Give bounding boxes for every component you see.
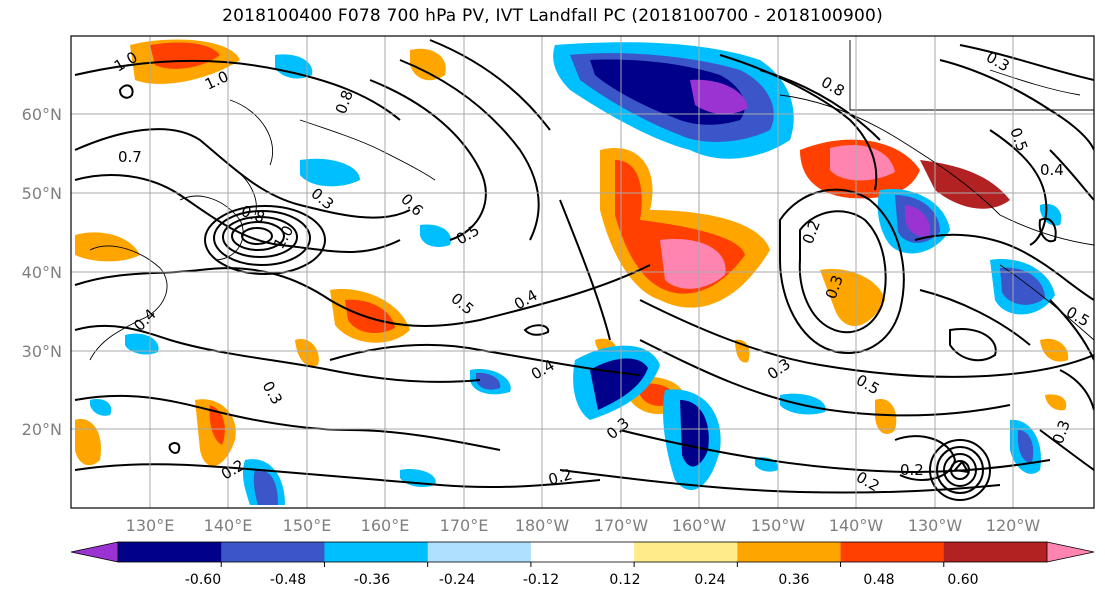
pv-contours — [74, 39, 1094, 501]
colorbar-tick-label: 0.12 — [609, 572, 640, 588]
colorbar-tick-label: 0.36 — [778, 572, 809, 588]
colorbar-outline — [117, 541, 1048, 563]
lon-label: 120°W — [986, 516, 1041, 535]
colorbar: -0.60 -0.48 -0.36 -0.24 -0.12 0.12 0.24 … — [70, 541, 1095, 588]
colorbar-tick-label: -0.36 — [354, 572, 390, 588]
contour-label: 0.4 — [1040, 161, 1064, 179]
colorbar-tick-label: -0.24 — [439, 572, 475, 588]
graticule — [71, 36, 1094, 508]
lat-label: 60°N — [22, 105, 62, 124]
lon-label: 170°W — [594, 516, 649, 535]
contour-label: 0.7 — [118, 148, 142, 166]
lon-label: 170°E — [440, 516, 489, 535]
colorbar-ticks — [220, 562, 945, 567]
colorbar-segment — [118, 542, 222, 562]
colorbar-tick-label: 0.48 — [863, 572, 894, 588]
contour-label: 0.2 — [546, 465, 574, 489]
lon-label: 140°E — [204, 516, 253, 535]
colorbar-segment — [840, 542, 945, 562]
map-title: 2018100400 F078 700 hPa PV, IVT Landfall… — [222, 6, 883, 26]
colorbar-segment — [530, 542, 635, 562]
colorbar-tick-label: -0.48 — [270, 572, 306, 588]
colorbar-tick-labels: -0.60 -0.48 -0.36 -0.24 -0.12 0.12 0.24 … — [185, 572, 979, 588]
lon-label: 160°E — [361, 516, 410, 535]
lat-label: 40°N — [22, 263, 62, 282]
colorbar-segments — [118, 542, 1048, 562]
lon-label: 150°E — [283, 516, 332, 535]
lon-label: 160°W — [672, 516, 727, 535]
colorbar-segment — [737, 542, 842, 562]
contour-label: 0.2 — [900, 461, 924, 479]
colorbar-tick-label: -0.12 — [523, 572, 559, 588]
lat-label: 30°N — [22, 342, 62, 361]
lon-label: 140°W — [829, 516, 884, 535]
colorbar-segment — [427, 542, 532, 562]
colorbar-tick-label: 0.60 — [947, 572, 978, 588]
colorbar-tick-label: -0.60 — [185, 572, 221, 588]
map-frame — [70, 35, 1095, 509]
colorbar-extend-right — [1047, 542, 1094, 562]
lon-label: 150°W — [751, 516, 806, 535]
lat-label: 20°N — [22, 420, 62, 439]
latitude-labels: 60°N 50°N 40°N 30°N 20°N — [22, 105, 62, 439]
lon-label: 130°W — [908, 516, 963, 535]
lon-label: 180°W — [515, 516, 570, 535]
colorbar-segment — [943, 542, 1048, 562]
lat-label: 50°N — [22, 184, 62, 203]
longitude-labels: 130°E 140°E 150°E 160°E 170°E 180°W 170°… — [126, 516, 1041, 535]
colorbar-segment — [221, 542, 325, 562]
lon-label: 130°E — [126, 516, 175, 535]
colorbar-extend-left — [71, 542, 118, 562]
colorbar-segment — [634, 542, 738, 562]
colorbar-segment — [324, 542, 429, 562]
colorbar-tick-label: 0.24 — [694, 572, 725, 588]
